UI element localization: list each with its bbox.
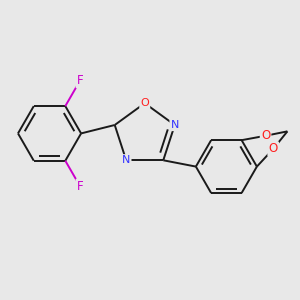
- Text: N: N: [171, 120, 179, 130]
- Text: O: O: [261, 129, 270, 142]
- Text: O: O: [268, 142, 278, 155]
- Text: O: O: [140, 98, 149, 108]
- Text: F: F: [77, 180, 83, 193]
- Text: F: F: [77, 74, 83, 87]
- Text: N: N: [122, 155, 130, 165]
